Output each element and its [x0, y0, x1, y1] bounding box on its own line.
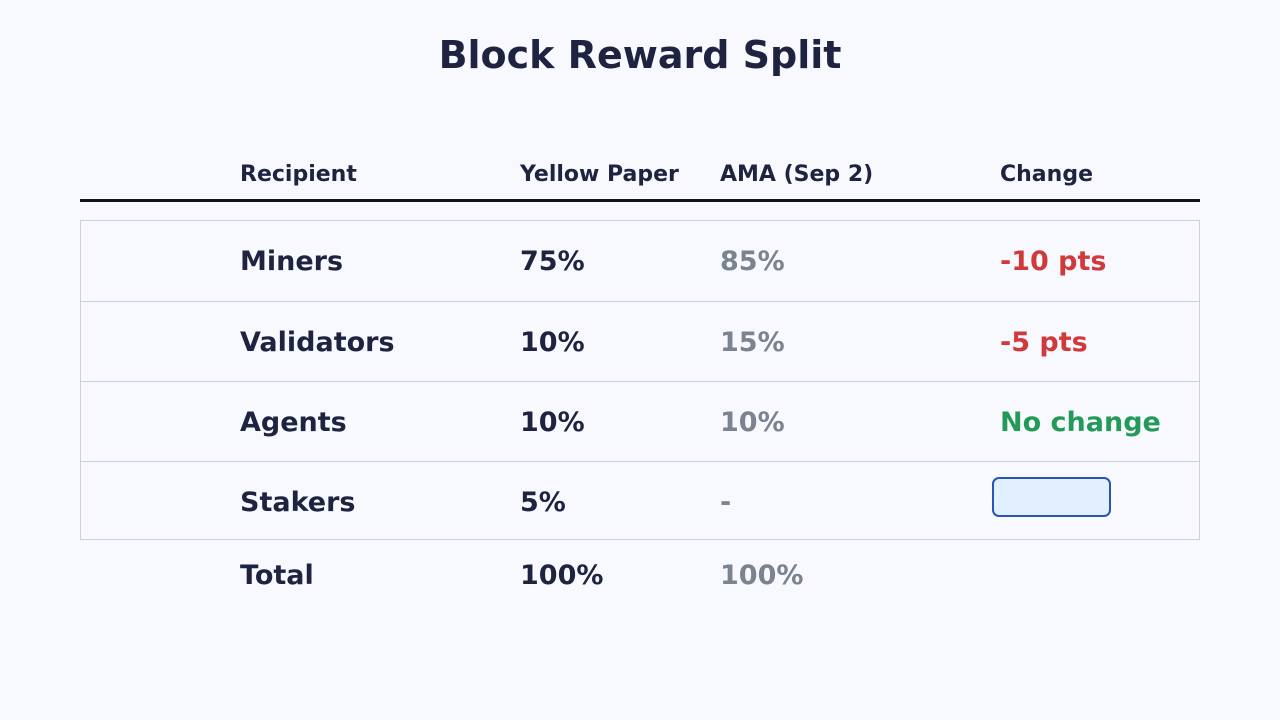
total-ama: 100%: [720, 560, 804, 591]
row-yellow-paper: 10%: [520, 407, 585, 438]
row-yellow-paper: 75%: [520, 246, 585, 277]
table-header: Recipient Yellow Paper AMA (Sep 2) Chang…: [80, 140, 1200, 202]
row-change: -5 pts: [1000, 327, 1088, 358]
table-row: Validators 10% 15% -5 pts: [81, 301, 1199, 381]
reward-table: Miners 75% 85% -10 pts Validators 10% 15…: [80, 220, 1200, 540]
row-yellow-paper: 10%: [520, 327, 585, 358]
change-input-stakers[interactable]: [992, 477, 1111, 517]
total-yellow-paper: 100%: [520, 560, 604, 591]
header-divider: [80, 199, 1200, 202]
page-title: Block Reward Split: [438, 33, 842, 77]
row-change: No change: [1000, 407, 1161, 438]
total-label: Total: [240, 560, 314, 591]
column-header-yellow-paper: Yellow Paper: [520, 162, 679, 187]
column-header-recipient: Recipient: [240, 162, 357, 187]
row-yellow-paper: 5%: [520, 487, 566, 518]
row-recipient: Miners: [240, 246, 344, 277]
total-row: Total 100% 100%: [80, 545, 1200, 605]
table-row: Miners 75% 85% -10 pts: [81, 221, 1199, 301]
row-change: -10 pts: [1000, 246, 1107, 277]
table-row: Stakers 5% -: [81, 461, 1199, 541]
row-recipient: Stakers: [240, 487, 356, 518]
row-ama: 15%: [720, 327, 785, 358]
row-ama: 10%: [720, 407, 785, 438]
column-header-ama: AMA (Sep 2): [720, 162, 874, 187]
table-row: Agents 10% 10% No change: [81, 381, 1199, 461]
row-recipient: Validators: [240, 327, 395, 358]
row-ama: -: [720, 487, 732, 518]
column-header-change: Change: [1000, 162, 1093, 187]
row-ama: 85%: [720, 246, 785, 277]
row-recipient: Agents: [240, 407, 347, 438]
